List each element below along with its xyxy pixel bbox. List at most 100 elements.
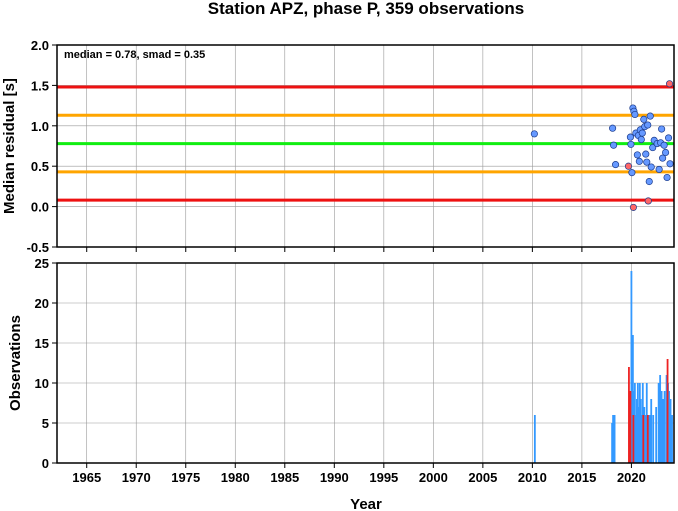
residual-point [609, 124, 617, 132]
observations-panel: 0 5 10 15 20 25 1965 1970 1975 1980 1985 1990 1995 2… [7, 256, 675, 511]
observation-bar [668, 391, 670, 463]
x-tick-label: 1965 [72, 470, 101, 485]
residual-point [624, 162, 632, 170]
residual-point [646, 112, 654, 120]
observations-y-tick-label: 15 [35, 336, 49, 351]
residual-point [629, 203, 637, 211]
observation-bar [642, 415, 645, 463]
observation-bar [669, 399, 672, 463]
observations-y-tick-label: 20 [35, 296, 49, 311]
observation-bar [640, 415, 643, 463]
residual-y-ticks: -0.5 0.0 0.5 1.0 1.5 2.0 [27, 38, 57, 255]
residual-point [633, 151, 641, 159]
observation-bar [646, 415, 649, 463]
residual-point [666, 160, 674, 168]
observation-bar [613, 415, 616, 463]
observations-y-ticks: 0 5 10 15 20 25 [35, 256, 57, 471]
x-tick-label: 2005 [468, 470, 497, 485]
x-tick-label: 1980 [221, 470, 250, 485]
residual-y-tick-label: 1.5 [31, 78, 49, 93]
residual-point [642, 150, 650, 158]
observation-bar [611, 423, 614, 463]
residual-point [635, 157, 643, 165]
x-tick-label: 1990 [320, 470, 349, 485]
observation-bar [671, 415, 673, 463]
residual-point [640, 115, 648, 123]
residual-point [627, 140, 635, 148]
observations-y-tick-label: 10 [35, 376, 49, 391]
residual-grid [57, 44, 674, 248]
residual-y-tick-label: 2.0 [31, 38, 49, 53]
observations-bars [533, 271, 673, 463]
residual-x-ticks [86, 247, 632, 252]
residual-point [647, 163, 655, 171]
observation-bar [633, 383, 636, 463]
x-tick-label: 1975 [171, 470, 200, 485]
residual-point [649, 144, 657, 152]
observation-bar [648, 415, 651, 463]
observation-bar [655, 407, 658, 463]
residual-point [610, 141, 618, 149]
residual-point [665, 80, 674, 88]
observation-bar [635, 399, 638, 463]
residual-point [612, 161, 620, 169]
observation-bar [643, 407, 646, 463]
chart-title: Station APZ, phase P, 359 observations [208, 0, 525, 18]
residual-y-tick-label: 1.0 [31, 119, 49, 134]
residual-panel: -0.5 0.0 0.5 1.0 1.5 2.0 median = 0.78, smad … [1, 38, 675, 255]
observation-bar [659, 375, 662, 463]
x-tick-label: 2000 [419, 470, 448, 485]
observation-bar [644, 415, 647, 463]
residual-y-axis-label: Median residual [s] [1, 78, 18, 214]
residual-point [658, 125, 666, 133]
residual-point [643, 158, 651, 166]
residual-point [659, 154, 667, 162]
observation-bar [631, 335, 634, 463]
residual-point [655, 165, 663, 173]
residual-point [637, 135, 645, 144]
residual-reference-lines [57, 85, 674, 202]
residual-point [665, 134, 673, 142]
observation-bar [637, 407, 640, 463]
x-tick-label: 2015 [567, 470, 596, 485]
observation-bar [663, 391, 666, 463]
observation-bar [665, 375, 668, 463]
residual-point [644, 121, 652, 129]
residual-y-tick-label: -0.5 [27, 240, 49, 255]
observation-bar [612, 415, 614, 463]
observation-bar [652, 415, 655, 463]
residual-point [631, 110, 639, 119]
observation-bar [660, 391, 663, 463]
observation-bar [645, 383, 648, 463]
observation-bar [533, 415, 536, 463]
x-axis-label: Year [350, 496, 382, 511]
observation-bar [628, 367, 630, 463]
observation-bar [639, 399, 642, 463]
observation-bar [662, 399, 665, 463]
residual-points [530, 80, 674, 211]
x-tick-label: 2020 [617, 470, 646, 485]
observation-bar [650, 399, 653, 463]
observations-grid [57, 262, 674, 464]
observation-bar [632, 415, 635, 463]
observation-bar [636, 383, 639, 463]
observation-bar [629, 391, 632, 463]
observation-bar [638, 383, 641, 463]
observations-frame [56, 262, 675, 464]
observation-bar [657, 383, 660, 463]
observations-x-ticks: 1965 1970 1975 1980 1985 1990 1995 2000 2005 2010… [72, 463, 646, 485]
x-tick-label: 1970 [122, 470, 151, 485]
observations-y-tick-label: 25 [35, 256, 49, 271]
residual-point [628, 169, 636, 177]
x-tick-label: 1985 [270, 470, 299, 485]
x-tick-label: 2010 [518, 470, 547, 485]
residual-point [663, 173, 671, 182]
residual-point [662, 148, 670, 157]
residual-annotation: median = 0.78, smad = 0.35 [64, 49, 205, 61]
residual-y-tick-label: 0.0 [31, 200, 49, 215]
residual-frame [56, 44, 675, 248]
observations-y-tick-label: 0 [42, 456, 49, 471]
residual-point [530, 130, 538, 138]
residual-point [626, 133, 634, 141]
